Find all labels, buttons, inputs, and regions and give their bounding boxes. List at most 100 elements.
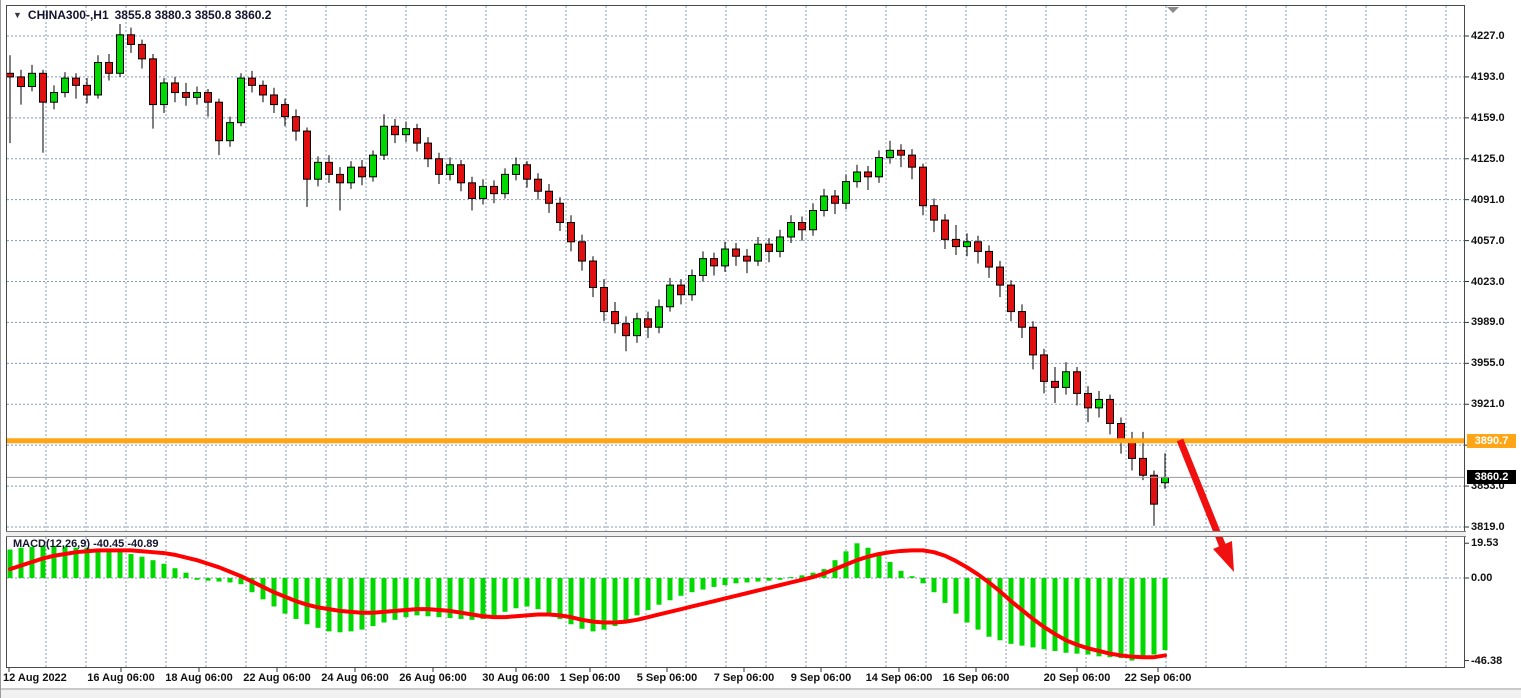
price-axis-label: 4193.0 xyxy=(1471,70,1505,83)
candle-up xyxy=(633,318,641,337)
candle-up xyxy=(787,222,795,238)
candle-down xyxy=(1150,474,1158,505)
candle-down xyxy=(765,243,773,252)
candle-down xyxy=(930,205,938,221)
macd-bar xyxy=(1151,578,1157,655)
macd-bar xyxy=(612,578,618,627)
macd-bar xyxy=(161,563,167,578)
macd-bar xyxy=(62,546,68,578)
candle-down xyxy=(490,185,498,195)
chart-title: ▼ CHINA300-,H1 3855.8 3880.3 3850.8 3860… xyxy=(13,8,271,22)
candle-up xyxy=(369,154,377,178)
candle-down xyxy=(985,250,993,268)
macd-bar xyxy=(1008,578,1014,644)
macd-bar xyxy=(1140,578,1146,659)
macd-bar xyxy=(601,578,607,630)
macd-bar xyxy=(106,549,112,578)
macd-bar xyxy=(194,578,200,580)
macd-bar xyxy=(689,578,695,593)
candle-down xyxy=(204,92,212,103)
macd-bar xyxy=(678,578,684,596)
macd-bar xyxy=(953,578,959,614)
time-axis-label: 22 Aug 06:00 xyxy=(243,672,311,684)
candle-down xyxy=(743,255,751,262)
candle-down xyxy=(72,77,80,86)
macd-bar xyxy=(216,578,222,582)
candle-up xyxy=(776,236,784,252)
candle-up xyxy=(853,171,861,183)
candle-up xyxy=(314,161,322,180)
candle-down xyxy=(17,76,25,88)
macd-bar xyxy=(909,576,915,578)
macd-bar xyxy=(997,578,1003,641)
candle-up xyxy=(875,157,883,178)
candle-up xyxy=(380,125,388,156)
candle-up xyxy=(501,173,509,195)
time-axis-label: 26 Aug 06:00 xyxy=(399,672,467,684)
candle-down xyxy=(1007,284,1015,313)
candle-down xyxy=(435,158,443,175)
price-axis-label: 3955.0 xyxy=(1471,357,1505,370)
time-axis-label: 30 Aug 06:00 xyxy=(482,672,550,684)
macd-bar xyxy=(40,545,46,578)
trend-arrow-shaft xyxy=(1176,438,1227,549)
candle-down xyxy=(105,61,113,74)
macd-bar xyxy=(205,578,211,581)
macd-bar xyxy=(1096,578,1102,657)
macd-bar xyxy=(51,545,57,578)
time-axis-label: 20 Sep 06:00 xyxy=(1043,672,1111,684)
candle-up xyxy=(446,164,454,175)
macd-bar xyxy=(359,578,365,630)
candle-down xyxy=(171,82,179,94)
candle-down xyxy=(292,116,300,132)
chart-frame xyxy=(6,5,1465,668)
candle-down xyxy=(996,266,1004,286)
candle-down xyxy=(1084,392,1092,409)
time-axis-label: 1 Sep 06:00 xyxy=(559,672,621,684)
candle-down xyxy=(864,171,872,178)
candle-up xyxy=(347,166,355,184)
price-axis-label: 4057.0 xyxy=(1471,234,1505,247)
price-axis-label: 3921.0 xyxy=(1471,398,1505,411)
macd-bar xyxy=(964,578,970,623)
candle-down xyxy=(1051,380,1059,388)
macd-bar xyxy=(535,578,541,610)
candle-down xyxy=(1029,326,1037,356)
candle-down xyxy=(600,287,608,313)
macd-bar xyxy=(1129,578,1135,661)
candle-down xyxy=(270,94,278,106)
candle-up xyxy=(512,164,520,175)
candle-up xyxy=(754,243,762,262)
macd-bar xyxy=(700,578,706,590)
time-axis-label: 24 Aug 06:00 xyxy=(321,672,389,684)
panel-splitter[interactable] xyxy=(6,531,1466,537)
candle-up xyxy=(886,149,894,159)
time-axis-label: 16 Aug 06:00 xyxy=(87,672,155,684)
macd-bar xyxy=(579,578,585,629)
candles xyxy=(6,23,1169,526)
candle-down xyxy=(1106,398,1114,425)
price-axis-label: 3989.0 xyxy=(1471,316,1505,329)
candle-down xyxy=(952,238,960,248)
time-axis-label: 9 Sep 06:00 xyxy=(790,672,852,684)
macd-bar xyxy=(469,578,475,620)
macd-bar xyxy=(139,556,145,578)
macd-bar xyxy=(733,578,739,584)
candle-down xyxy=(1040,354,1048,382)
macd-bar xyxy=(18,547,24,578)
macd-bar xyxy=(634,578,640,616)
time-axis-label: 12 Aug 2022 xyxy=(3,672,67,684)
macd-bar xyxy=(304,578,310,625)
macd-bar xyxy=(425,578,431,617)
status-bar xyxy=(1,690,1521,698)
candle-up xyxy=(50,92,58,103)
symbol-dropdown-icon[interactable]: ▼ xyxy=(13,10,22,20)
macd-indicator-label: MACD(12,26,9) -40.45 -40.89 xyxy=(13,538,159,550)
macd-bar xyxy=(513,578,519,609)
macd-histogram xyxy=(7,543,1168,661)
macd-bar xyxy=(150,560,156,578)
macd-bar xyxy=(766,578,772,581)
macd-bar xyxy=(931,578,937,593)
